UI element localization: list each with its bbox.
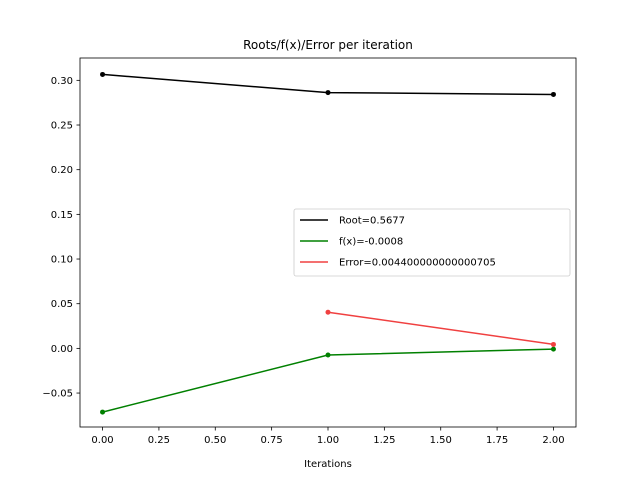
data-point	[550, 91, 556, 97]
data-point	[325, 352, 331, 358]
data-point	[100, 71, 106, 77]
x-tick-label: 2.00	[542, 435, 564, 446]
x-tick-label: 1.00	[317, 435, 339, 446]
y-tick-label: 0.20	[51, 165, 73, 176]
y-tick-label: 0.15	[51, 210, 73, 221]
y-tick-label: −0.05	[42, 389, 73, 400]
legend-entry: f(x)=-0.0008	[339, 237, 403, 248]
data-point	[100, 409, 106, 415]
legend: Root=0.5677 f(x)=-0.0008 Error=0.004400000…	[293, 208, 571, 277]
chart-title: Roots/f(x)/Error per iteration	[243, 38, 413, 52]
legend-entry: Root=0.5677	[339, 216, 405, 227]
legend-box	[293, 208, 571, 277]
series-line-2	[327, 311, 554, 346]
y-tick-label: 0.30	[51, 76, 73, 87]
x-tick-label: 0.50	[204, 435, 226, 446]
data-point	[550, 346, 556, 352]
data-point	[550, 341, 556, 347]
x-tick-label: 0.75	[261, 435, 283, 446]
x-tick-label: 0.00	[91, 435, 113, 446]
y-tick-label: 0.25	[51, 121, 73, 132]
y-tick-label: 0.05	[51, 299, 73, 310]
x-tick-label: 1.50	[430, 435, 452, 446]
y-tick-label: 0.10	[51, 255, 73, 266]
y-tick-label: 0.00	[51, 344, 73, 355]
x-tick-label: 1.25	[373, 435, 395, 446]
x-tick-label: 0.25	[148, 435, 170, 446]
data-point	[325, 90, 331, 96]
legend-entry: Error=0.004400000000000705	[339, 258, 496, 269]
plot-area: 0.00 0.25 0.50 0.75 1.00 1.25 1.50 1.75 2.00 −0.0…	[42, 57, 577, 446]
x-axis-label: Iterations	[304, 459, 352, 470]
data-point	[325, 309, 331, 315]
x-tick-label: 1.75	[486, 435, 508, 446]
